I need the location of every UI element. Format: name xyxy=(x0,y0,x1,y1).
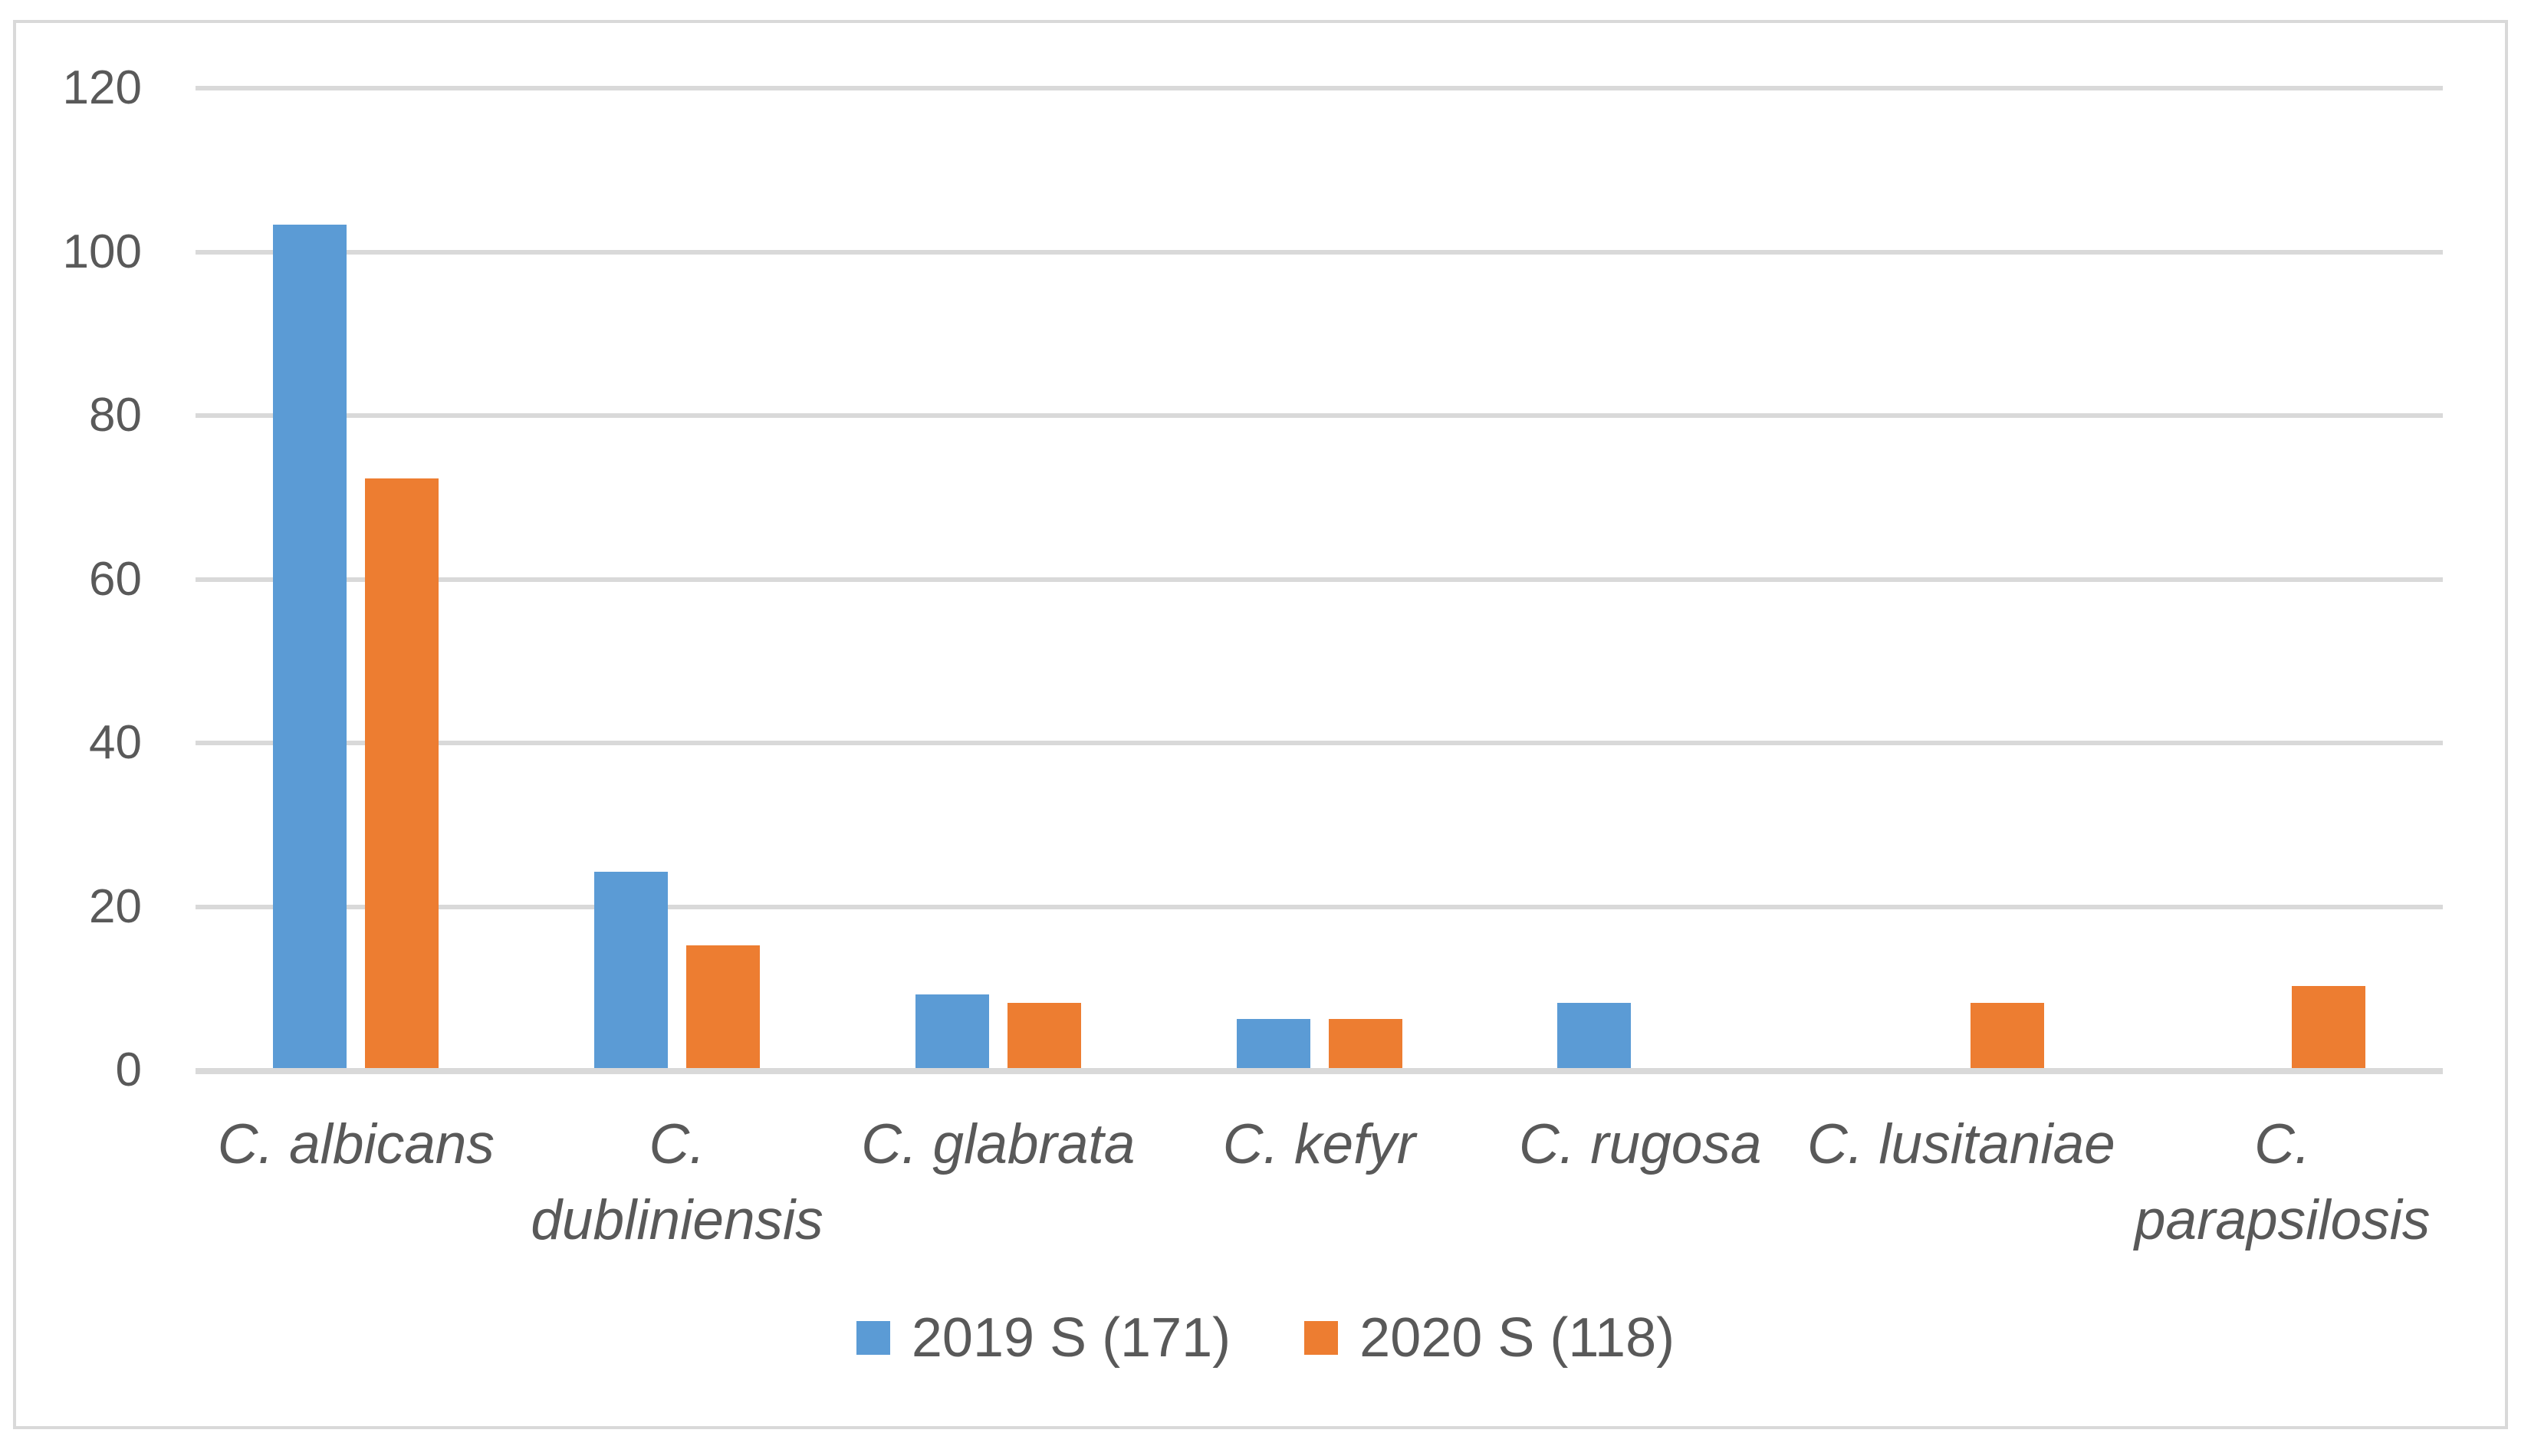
x-category-label-c-rugosa: C. rugosa xyxy=(1480,1106,1801,1182)
legend: 2019 S (171) 2020 S (118) xyxy=(0,1303,2531,1372)
legend-item-2020-s-118: 2020 S (118) xyxy=(1304,1303,1675,1372)
y-tick-label: 100 xyxy=(62,225,142,278)
bar-2019-c-rugosa xyxy=(1557,1002,1632,1068)
y-tick-label: 60 xyxy=(89,552,142,606)
gridline xyxy=(196,577,2443,582)
x-category-label-line: dubliniensis xyxy=(531,1189,823,1251)
x-category-label-line: C. xyxy=(649,1113,705,1175)
gridline xyxy=(196,413,2443,418)
x-category-label-line: C. glabrata xyxy=(861,1113,1136,1175)
bar-2020-c-glabrata xyxy=(1007,1002,1081,1068)
bar-2019-c-glabrata xyxy=(915,994,989,1068)
bar-2019-c-dubliniensis xyxy=(594,871,669,1068)
y-tick-label: 40 xyxy=(89,716,142,769)
bar-2020-c-albicans xyxy=(365,478,439,1068)
y-tick-label: 120 xyxy=(62,61,142,114)
legend-label: 2020 S (118) xyxy=(1359,1307,1675,1369)
legend-swatch-icon xyxy=(856,1321,890,1355)
x-category-label-line: C. rugosa xyxy=(1518,1113,1762,1175)
x-category-label-line: C. kefyr xyxy=(1222,1113,1416,1175)
x-category-label-line: C. lusitaniae xyxy=(1807,1113,2115,1175)
legend-label: 2019 S (171) xyxy=(911,1307,1231,1369)
legend-swatch-icon xyxy=(1304,1321,1339,1355)
x-category-label-c-parapsilosis: C. parapsilosis xyxy=(2122,1106,2443,1258)
gridline xyxy=(196,86,2443,90)
x-category-label-line: C. albicans xyxy=(217,1113,495,1175)
bar-2019-c-albicans xyxy=(273,225,347,1068)
y-tick-label: 0 xyxy=(115,1044,142,1096)
gridline xyxy=(196,741,2443,745)
x-category-label-c-glabrata: C. glabrata xyxy=(837,1106,1159,1182)
bar-2020-c-dubliniensis xyxy=(686,945,761,1068)
x-category-label-c-lusitaniae: C. lusitaniae xyxy=(1801,1106,2122,1182)
x-category-label-c-dubliniensis: C. dubliniensis xyxy=(517,1106,838,1258)
bar-2019-c-kefyr xyxy=(1236,1018,1310,1068)
gridline xyxy=(196,249,2443,255)
y-tick-label: 80 xyxy=(89,389,142,442)
x-category-label-line: parapsilosis xyxy=(2134,1189,2431,1251)
y-tick-label: 20 xyxy=(89,879,142,933)
bar-2020-c-parapsilosis xyxy=(2291,986,2365,1068)
legend-item-2019-s-171: 2019 S (171) xyxy=(856,1303,1231,1372)
bar-2020-c-lusitaniae xyxy=(1970,1002,2044,1068)
bar-2020-c-kefyr xyxy=(1328,1018,1402,1068)
gridline xyxy=(196,904,2443,909)
x-category-label-c-kefyr: C. kefyr xyxy=(1159,1106,1480,1182)
x-category-label-c-albicans: C. albicans xyxy=(196,1106,517,1182)
x-category-label-line: C. xyxy=(2254,1113,2311,1175)
x-axis-baseline xyxy=(196,1068,2443,1074)
